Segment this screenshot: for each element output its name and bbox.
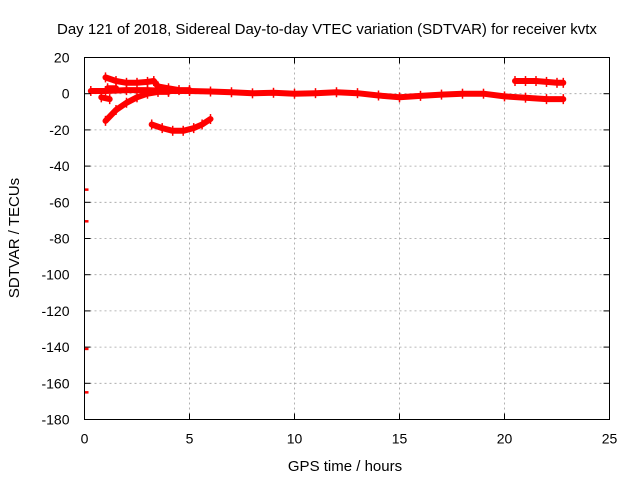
series-arc-short-1: [98, 94, 113, 103]
series-layer: [87, 72, 567, 136]
series-arc-hump: [102, 74, 193, 94]
y-tick-label: -120: [41, 303, 69, 319]
chart-title: Day 121 of 2018, Sidereal Day-to-day VTE…: [57, 21, 597, 38]
x-tick-label: 0: [81, 431, 89, 447]
x-axis-label: GPS time / hours: [288, 458, 402, 475]
x-tick-label: 5: [186, 431, 194, 447]
y-axis-label: SDTVAR / TECUs: [6, 178, 23, 298]
y-tick-label: -80: [49, 231, 69, 247]
x-tick-label: 10: [287, 431, 303, 447]
x-tick-label: 15: [392, 431, 408, 447]
x-tick-label: 20: [497, 431, 513, 447]
y-tick-label: -140: [41, 339, 69, 355]
grid: [84, 57, 610, 420]
y-tick-label: -20: [49, 122, 69, 138]
ticks: [84, 57, 610, 420]
y-tick-label: -40: [49, 158, 69, 174]
y-tick-label: 0: [62, 86, 70, 102]
y-tick-labels: 20 0 -20 -40 -60 -80 -100 -120 -140 -160 -180: [41, 50, 69, 428]
x-tick-labels: 0 5 10 15 20 25: [81, 431, 618, 447]
y-tick-label: -100: [41, 267, 69, 283]
y-tick-label: 20: [54, 50, 70, 66]
isolated-points: [84, 188, 89, 394]
y-tick-label: -60: [49, 194, 69, 210]
y-tick-label: -180: [41, 412, 69, 428]
y-tick-label: -160: [41, 375, 69, 391]
series-arc-late: [512, 78, 567, 86]
x-tick-label: 25: [602, 431, 618, 447]
